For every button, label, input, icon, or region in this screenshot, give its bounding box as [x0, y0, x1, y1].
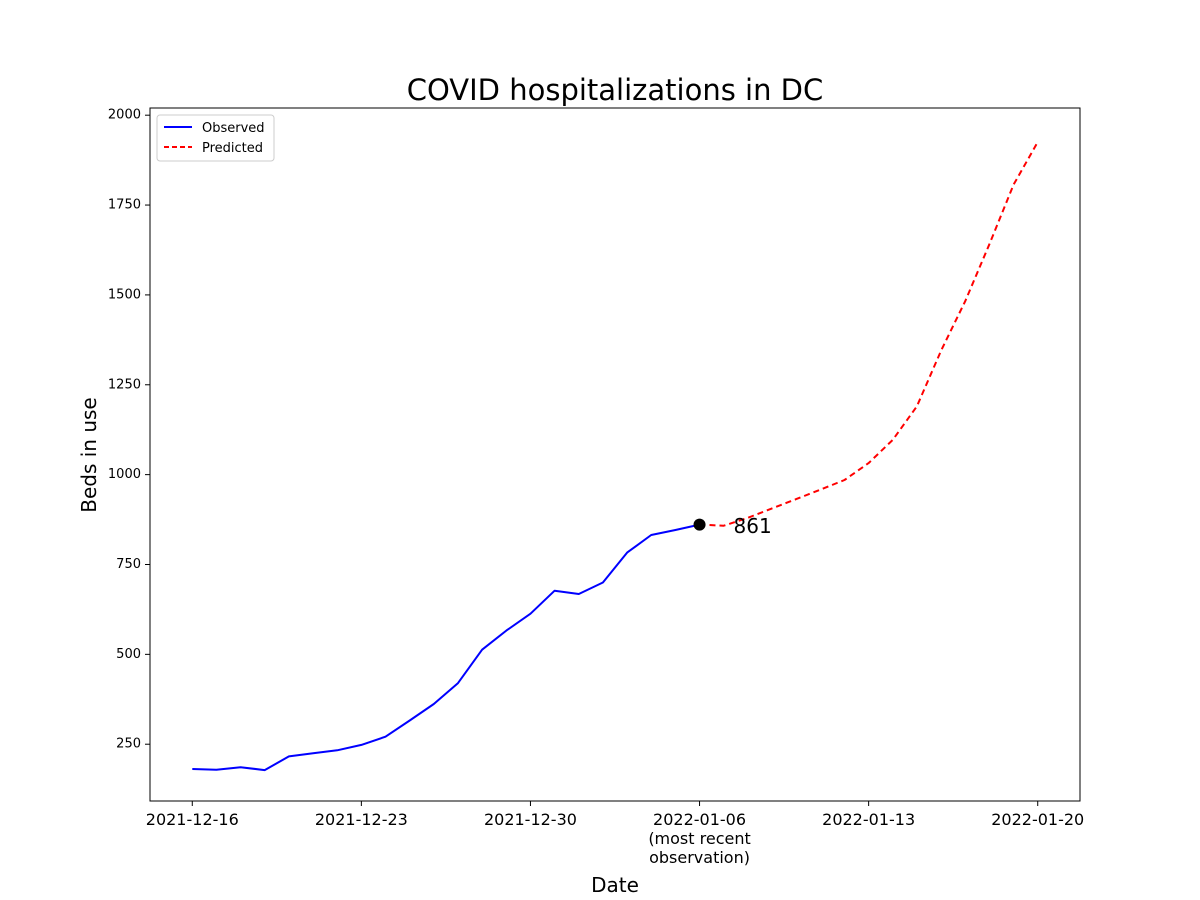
data-point-observed: [505, 630, 507, 632]
data-point-observed: [481, 649, 483, 651]
data-point-observed: [264, 769, 266, 771]
data-point-predicted: [771, 507, 773, 509]
chart-title: COVID hospitalizations in DC: [407, 73, 824, 107]
legend: Observed Predicted: [156, 114, 275, 162]
data-point-observed: [602, 582, 604, 584]
data-point-predicted: [795, 498, 797, 500]
series-line-predicted: [699, 141, 1039, 527]
data-point-observed: [240, 766, 242, 768]
legend-label-predicted: Predicted: [202, 141, 263, 156]
y-tick-label: 750: [116, 557, 141, 572]
data-point-predicted: [1037, 141, 1039, 143]
y-tick-label: 1000: [108, 467, 141, 482]
data-point-observed: [360, 744, 362, 746]
x-tick-label: 2022-01-06 (most recent observation): [648, 810, 750, 867]
data-point-predicted: [723, 525, 725, 527]
data-point-observed: [336, 749, 338, 751]
x-tick-label: 2022-01-20: [991, 810, 1084, 829]
x-tick-label: 2022-01-13: [822, 810, 915, 829]
x-tick-label: 2021-12-30: [484, 810, 577, 829]
y-tick-label: 1500: [108, 287, 141, 302]
data-point-observed: [554, 590, 556, 592]
series-layer: [191, 141, 1039, 772]
x-axis-label: Date: [591, 873, 639, 897]
data-point-observed: [409, 720, 411, 722]
series-line-observed: [192, 523, 700, 772]
data-point-observed: [650, 534, 652, 536]
data-point-observed: [530, 613, 532, 615]
data-point-predicted: [868, 462, 870, 464]
data-point-predicted: [964, 300, 966, 302]
data-point-predicted: [844, 479, 846, 481]
legend-label-observed: Observed: [202, 121, 265, 136]
y-tick-label: 1250: [108, 377, 141, 392]
data-point-observed: [215, 769, 217, 771]
data-point-predicted: [940, 350, 942, 352]
y-axis: 250 500 750 1000 1250 1500 1750 2000: [108, 108, 150, 752]
data-point-observed: [191, 768, 193, 770]
data-point-predicted: [819, 489, 821, 491]
y-axis-label: Beds in use: [77, 397, 101, 513]
data-point-observed: [288, 755, 290, 757]
latest-observation-marker: [693, 518, 706, 531]
y-tick-label: 1750: [108, 198, 141, 213]
x-tick-label: 2021-12-16: [146, 810, 239, 829]
y-tick-label: 2000: [108, 108, 141, 123]
y-tick-label: 500: [116, 647, 141, 662]
data-point-observed: [578, 593, 580, 595]
data-point-predicted: [916, 405, 918, 407]
annotation-layer: 861: [693, 514, 772, 538]
plot-frame: [149, 107, 1081, 802]
x-axis: 2021-12-16 2021-12-23 2021-12-30 2022-01-06…: [146, 801, 1084, 867]
latest-observation-label: 861: [734, 514, 772, 538]
data-point-observed: [312, 752, 314, 754]
data-point-observed: [433, 703, 435, 705]
y-tick-label: 250: [116, 737, 141, 752]
data-point-predicted: [988, 243, 990, 245]
data-point-observed: [674, 529, 676, 531]
data-point-observed: [457, 682, 459, 684]
data-point-predicted: [892, 439, 894, 441]
data-point-observed: [626, 552, 628, 554]
data-point-predicted: [1013, 184, 1015, 186]
x-tick-label: 2021-12-23: [315, 810, 408, 829]
data-point-observed: [385, 736, 387, 738]
